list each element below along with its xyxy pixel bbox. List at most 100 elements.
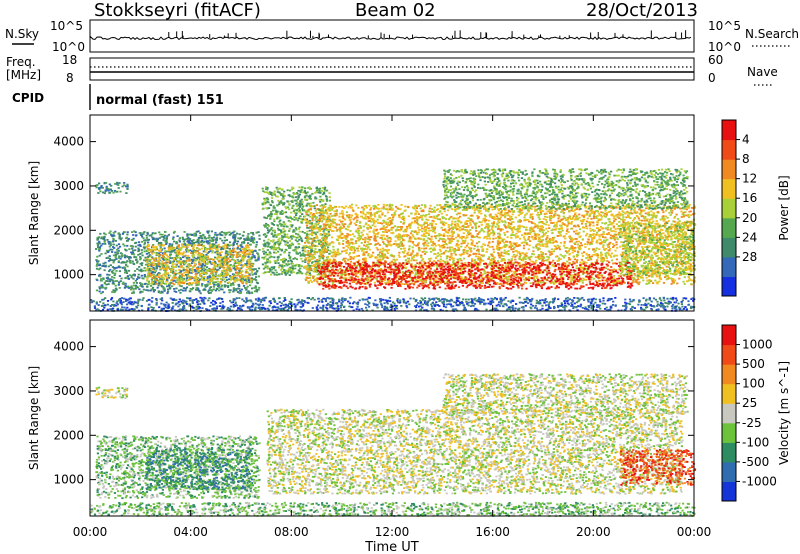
data-cell <box>583 279 586 281</box>
data-cell <box>227 273 230 276</box>
data-cell <box>185 277 189 280</box>
data-cell <box>289 266 292 269</box>
data-cell <box>116 181 119 184</box>
data-cell <box>250 300 253 303</box>
data-cell <box>155 299 158 302</box>
data-cell <box>162 287 165 290</box>
data-cell <box>113 258 116 261</box>
data-cell <box>232 236 235 239</box>
data-cell <box>266 227 269 229</box>
data-cell <box>235 288 238 290</box>
data-cell <box>265 207 268 209</box>
data-cell <box>286 304 290 307</box>
data-cell <box>203 236 206 238</box>
data-cell <box>199 296 202 299</box>
data-cell <box>183 243 186 246</box>
data-cell <box>306 226 309 229</box>
data-cell <box>182 289 185 292</box>
data-cell <box>114 240 117 242</box>
data-cell <box>98 290 101 293</box>
data-cell <box>237 307 240 309</box>
data-cell <box>522 309 525 312</box>
data-cell <box>239 249 243 252</box>
data-cell <box>324 300 328 303</box>
data-cell <box>390 229 393 231</box>
data-cell <box>552 300 555 302</box>
data-cell <box>570 305 573 307</box>
data-cell <box>151 256 154 259</box>
data-cell <box>661 303 664 305</box>
data-cell <box>150 272 153 274</box>
data-cell <box>191 305 194 308</box>
data-cell <box>189 278 192 281</box>
data-cell <box>280 248 284 251</box>
data-cell <box>296 219 299 222</box>
data-cell <box>166 285 169 288</box>
data-cell <box>141 269 144 272</box>
data-cell <box>152 232 155 235</box>
data-cell <box>422 239 425 242</box>
data-cell <box>298 226 301 229</box>
data-cell <box>631 300 634 303</box>
data-cell <box>290 271 293 274</box>
data-cell <box>389 203 392 206</box>
data-cell <box>266 198 270 201</box>
data-cell <box>279 304 282 307</box>
data-cell <box>142 233 145 235</box>
data-cell <box>164 231 167 233</box>
data-cell <box>230 269 233 272</box>
data-cell <box>116 248 119 251</box>
data-cell <box>139 253 142 255</box>
data-cell <box>284 211 288 214</box>
data-cell <box>126 185 129 188</box>
data-cell <box>438 253 441 256</box>
data-cell <box>127 298 131 301</box>
data-cell <box>218 246 221 248</box>
data-cell <box>105 280 108 282</box>
data-cell <box>620 309 623 312</box>
data-cell <box>280 194 283 196</box>
data-cell <box>263 201 266 204</box>
data-cell <box>246 281 249 284</box>
data-cell <box>303 232 306 234</box>
data-cell <box>654 298 657 301</box>
data-cell <box>117 266 120 269</box>
data-cell <box>235 277 238 280</box>
data-cell <box>161 280 164 283</box>
data-cell <box>267 229 270 232</box>
data-cell <box>150 250 153 253</box>
data-cell <box>133 256 136 259</box>
data-cell <box>302 245 305 248</box>
data-cell <box>431 302 434 304</box>
data-cell <box>173 279 176 282</box>
data-cell <box>218 286 221 289</box>
data-cell <box>161 282 164 284</box>
data-cell <box>415 278 418 281</box>
data-cell <box>143 243 146 246</box>
data-cell <box>340 302 343 305</box>
data-cell <box>238 305 241 307</box>
data-cell <box>323 188 326 191</box>
data-cell <box>197 256 200 259</box>
data-cell <box>180 300 183 303</box>
data-cell <box>239 309 242 312</box>
data-cell <box>289 217 293 219</box>
data-cell <box>130 303 133 306</box>
data-cell <box>159 233 162 236</box>
data-cell <box>156 274 159 276</box>
data-cell <box>640 304 643 306</box>
data-cell <box>164 274 167 277</box>
data-cell <box>539 299 542 302</box>
data-cell <box>226 250 229 253</box>
data-cell <box>149 255 152 258</box>
data-cell <box>152 266 155 269</box>
data-cell <box>242 285 246 287</box>
data-cell <box>270 211 273 213</box>
data-cell <box>237 278 241 281</box>
data-cell <box>131 287 134 289</box>
data-cell <box>93 305 96 308</box>
data-cell <box>236 253 239 256</box>
data-cell <box>314 197 317 200</box>
data-cell <box>157 242 161 244</box>
data-cell <box>169 274 172 277</box>
